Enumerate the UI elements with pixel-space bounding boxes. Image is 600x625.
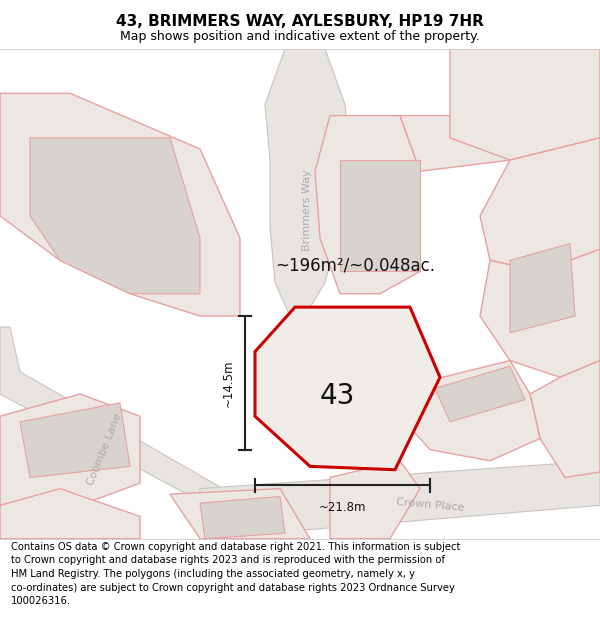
Polygon shape [340,160,420,271]
Polygon shape [200,461,600,539]
Polygon shape [530,361,600,478]
Text: ~21.8m: ~21.8m [319,501,366,514]
Polygon shape [200,496,285,539]
Polygon shape [20,403,130,478]
Text: 43, BRIMMERS WAY, AYLESBURY, HP19 7HR: 43, BRIMMERS WAY, AYLESBURY, HP19 7HR [116,14,484,29]
Polygon shape [480,138,600,271]
Polygon shape [265,49,350,316]
Polygon shape [170,489,310,539]
Text: Contains OS data © Crown copyright and database right 2021. This information is : Contains OS data © Crown copyright and d… [11,542,460,606]
Polygon shape [450,49,600,160]
Text: Crown Place: Crown Place [395,498,464,513]
Polygon shape [435,366,525,422]
Polygon shape [510,244,575,332]
Polygon shape [0,93,240,316]
Polygon shape [30,138,200,294]
Text: 43: 43 [319,382,355,410]
Text: Coombe Lane: Coombe Lane [86,412,124,487]
Text: Brimmers Way: Brimmers Way [302,169,312,251]
Polygon shape [400,361,540,461]
Polygon shape [0,489,140,539]
Polygon shape [0,327,310,539]
Text: Map shows position and indicative extent of the property.: Map shows position and indicative extent… [120,30,480,43]
Text: ~196m²/~0.048ac.: ~196m²/~0.048ac. [275,257,435,275]
Polygon shape [0,394,140,506]
Polygon shape [400,116,510,171]
Polygon shape [315,116,420,294]
Polygon shape [330,461,420,539]
Text: ~14.5m: ~14.5m [222,359,235,407]
Polygon shape [255,307,440,470]
Polygon shape [480,249,600,378]
